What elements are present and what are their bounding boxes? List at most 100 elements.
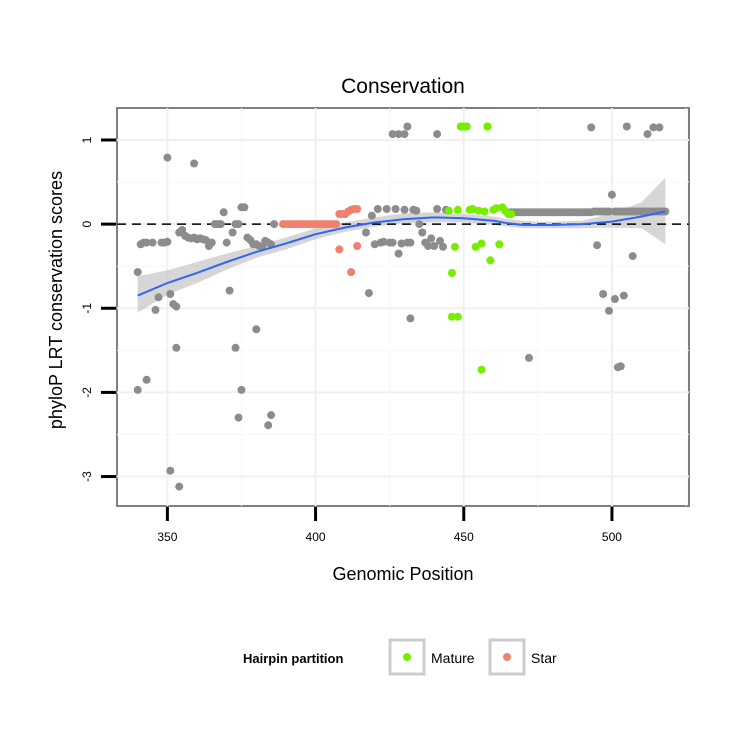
point-other: [622, 122, 631, 131]
point-other: [397, 239, 406, 248]
point-star: [332, 220, 341, 229]
chart-title: Conservation: [341, 75, 465, 98]
point-other: [267, 411, 276, 420]
point-mature: [495, 240, 504, 249]
x-axis-title: Genomic Position: [332, 564, 473, 584]
x-tick-label: 450: [454, 530, 474, 544]
point-other: [225, 286, 234, 295]
point-other: [234, 220, 243, 229]
point-star: [347, 268, 356, 277]
point-mature: [477, 365, 486, 374]
point-other: [166, 290, 175, 298]
point-mature: [471, 242, 480, 251]
y-tick-label: -3: [80, 471, 94, 482]
point-other: [172, 343, 181, 352]
legend-label-star: Star: [531, 650, 557, 666]
point-other: [394, 249, 403, 258]
point-other: [593, 241, 602, 250]
point-other: [424, 242, 433, 250]
point-other: [219, 208, 228, 217]
point-mature: [444, 206, 453, 215]
point-other: [252, 325, 261, 334]
point-other: [216, 220, 225, 229]
point-other: [436, 236, 444, 245]
point-other: [151, 305, 160, 314]
point-mature: [459, 122, 468, 131]
point-other: [433, 205, 442, 213]
point-star: [353, 242, 362, 250]
y-axis-title: phyloP LRT conservation scores: [46, 171, 66, 429]
point-other: [406, 238, 415, 247]
point-mature: [447, 312, 456, 321]
point-other: [433, 130, 442, 139]
point-other: [163, 153, 172, 162]
point-other: [415, 220, 424, 229]
point-other: [406, 314, 415, 323]
point-other: [610, 295, 619, 303]
point-other: [400, 130, 409, 139]
point-mature: [483, 122, 492, 131]
point-star: [335, 245, 344, 254]
point-other: [379, 237, 388, 246]
point-other: [264, 421, 273, 430]
x-tick-label: 350: [157, 530, 177, 544]
point-other: [367, 211, 376, 220]
point-other: [655, 123, 664, 132]
point-other: [148, 238, 157, 247]
point-other: [237, 385, 246, 394]
point-mature: [447, 268, 456, 277]
point-other: [234, 413, 243, 422]
point-other: [394, 130, 403, 139]
point-other: [362, 228, 370, 237]
point-other: [175, 482, 184, 491]
point-other: [133, 385, 142, 394]
point-other: [607, 190, 616, 199]
point-other: [391, 205, 400, 213]
y-tick-label: 1: [80, 136, 94, 143]
point-other: [154, 293, 163, 302]
point-other: [207, 238, 216, 247]
point-mature: [480, 207, 489, 216]
point-other: [649, 123, 658, 132]
point-other: [628, 252, 637, 261]
legend-dot-mature: [403, 653, 411, 661]
point-other: [388, 130, 397, 139]
point-other: [133, 268, 142, 277]
point-other: [439, 242, 447, 251]
point-other: [605, 207, 613, 216]
point-mature: [450, 242, 459, 251]
point-mature: [453, 312, 462, 321]
point-other: [222, 238, 231, 247]
point-other: [427, 234, 436, 243]
data-points: [133, 122, 670, 491]
point-other: [172, 302, 181, 311]
point-other: [430, 242, 439, 250]
point-other: [525, 353, 533, 362]
legend-title: Hairpin partition: [243, 651, 343, 666]
point-other: [616, 362, 625, 371]
point-other: [599, 290, 608, 298]
point-other: [190, 159, 199, 168]
point-other: [142, 375, 151, 384]
smooth-line: [137, 210, 666, 297]
point-other: [370, 240, 379, 249]
point-other: [178, 226, 187, 234]
y-tick-label: -1: [80, 303, 94, 314]
point-mature: [477, 239, 486, 248]
point-mature: [453, 205, 462, 214]
point-other: [403, 122, 412, 131]
legend: Hairpin partition Mature Star: [243, 638, 557, 676]
point-other: [418, 228, 427, 237]
grid-lines: [117, 108, 689, 506]
point-other: [412, 206, 421, 215]
legend-label-mature: Mature: [431, 650, 475, 666]
point-other: [240, 203, 249, 212]
point-mature: [474, 206, 483, 215]
axes: 350 400 450 500 -3 -2 -1 0 1: [80, 136, 622, 544]
x-tick-label: 400: [306, 530, 326, 544]
plot-panel: [116, 107, 690, 507]
point-other: [643, 130, 652, 139]
point-star: [353, 205, 362, 213]
legend-dot-star: [503, 653, 511, 661]
